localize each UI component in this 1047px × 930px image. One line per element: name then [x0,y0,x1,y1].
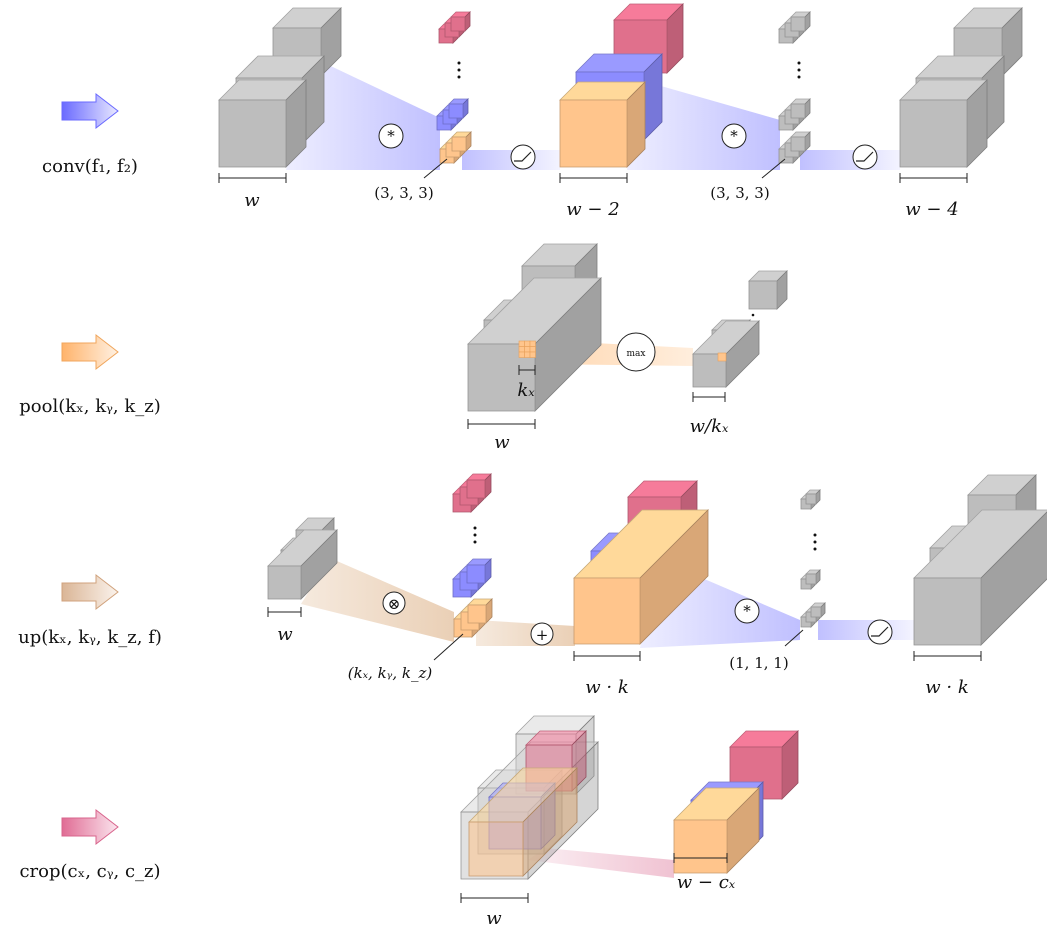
feature-map-cube [267,529,338,600]
up-beam [301,558,454,642]
up-op-label: up(kₓ, kᵧ, k_z, f) [18,627,162,648]
ellipsis-dots [457,61,801,79]
crop-output-width: w − cₓ [677,872,736,893]
conv-mid-width: w − 2 [566,199,619,220]
up-input-width: w [277,624,293,645]
kernel-cube [466,473,492,499]
conv-kernel-2: (3, 3, 3) [710,184,769,202]
feature-map-cube [748,270,788,310]
relu-icon [852,144,878,170]
width-bracket [218,173,968,183]
conv-op-symbol-2: * [721,123,747,149]
pool-kernel-size: kₓ [517,380,535,401]
max-op-symbol: max [616,332,656,372]
up-kernel-1: (kₓ, kᵧ, k_z) [348,664,433,682]
relu-icon [510,144,536,170]
crop-op-label: crop(cₓ, cᵧ, c_z) [19,861,160,882]
kernel-cube [805,569,821,585]
kernel-cube [466,558,492,584]
feature-map-cube [218,79,307,168]
tensor-product-symbol: ⊗ [382,591,406,615]
svg-text:⊗: ⊗ [388,595,401,613]
feature-map-cube [899,79,988,168]
pool-op-label: pool(kₓ, kᵧ, k_z) [19,396,161,417]
kernel-cube [451,131,472,152]
up-kernel-2: (1, 1, 1) [729,654,788,672]
up-output-width: w · k [925,677,968,698]
ellipsis-dots [751,313,755,317]
crop-input-width: w [486,908,502,929]
svg-text:*: * [743,602,751,620]
conv-beam [818,620,914,640]
plus-symbol: + [530,622,554,646]
conv-op-symbol: * [378,123,404,149]
kernel-cube [467,598,493,624]
svg-text:max: max [627,349,646,359]
row-up-header: up(kₓ, kᵧ, k_z, f) [18,573,162,648]
cropped-volume [468,767,578,877]
conv-op-label: conv(f₁, f₂) [42,156,138,177]
kernel-cube [450,11,471,32]
conv-beam [800,150,900,170]
kernel-cube [805,489,821,505]
feature-map-cube [573,509,709,645]
pool-arrow-icon [61,333,119,371]
width-bracket [467,365,726,429]
ellipsis-dots [473,526,817,551]
width-bracket [460,853,728,903]
row-conv-header: conv(f₁, f₂) [42,92,138,177]
kernel-cube [810,602,826,618]
conv-output-width: w − 4 [905,199,958,220]
pool-window [518,340,536,358]
conv-op-symbol-3: * [734,598,760,624]
relu-icon [867,619,893,645]
conv-kernel-1: (3, 3, 3) [374,184,433,202]
kernel-cube [448,98,469,119]
row-pool-header: pool(kₓ, kᵧ, k_z) [19,333,161,417]
row-crop-header: crop(cₓ, cᵧ, c_z) [19,808,161,882]
feature-map-cube [467,277,602,412]
feature-map-cube [559,81,646,168]
kernel-cube [790,131,811,152]
kernel-cube [790,98,811,119]
conv-receptive-beam [627,80,780,170]
conv-arrow-icon [61,92,119,130]
width-bracket [267,607,982,661]
svg-text:+: + [536,626,549,644]
kernel-cube [790,11,811,32]
feature-map-cube [913,509,1047,646]
pool-output-width: w/kₓ [690,416,729,437]
feature-map-cube [692,320,760,388]
up-beam [476,620,575,646]
conv-input-width: w [244,190,260,211]
pool-output-cell [717,352,727,362]
svg-text:*: * [730,127,738,145]
pool-input-width: w [494,432,510,453]
up-arrow-icon [61,573,119,611]
crop-arrow-icon [61,808,119,846]
svg-text:*: * [387,127,395,145]
crop-beam [528,848,674,878]
up-mid-width: w · k [585,677,628,698]
feature-map-cube [673,787,760,874]
